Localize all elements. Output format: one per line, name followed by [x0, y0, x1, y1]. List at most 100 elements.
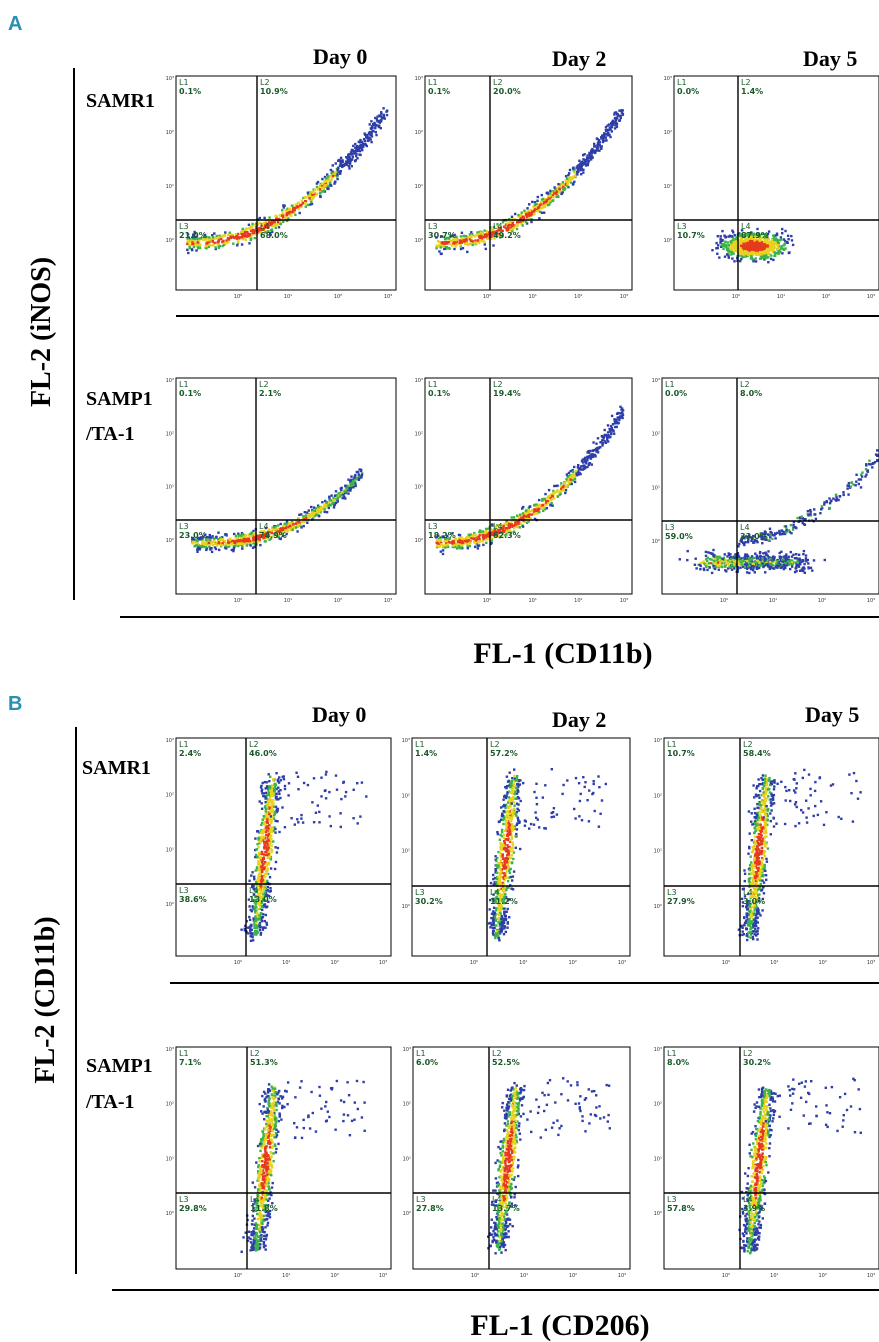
data-point [269, 867, 273, 870]
data-point [334, 490, 338, 493]
data-point [580, 173, 583, 176]
data-point [323, 175, 327, 179]
data-point [445, 247, 448, 250]
data-point [752, 534, 755, 538]
data-point [254, 887, 258, 890]
data-point [726, 562, 729, 565]
data-point [744, 253, 747, 257]
data-point [310, 200, 313, 204]
data-point [850, 481, 853, 485]
data-point [188, 243, 191, 247]
data-point [768, 557, 772, 560]
data-point [802, 553, 805, 556]
data-point [709, 551, 712, 555]
data-point [779, 566, 782, 570]
data-point [254, 224, 257, 227]
data-point [274, 831, 277, 834]
data-point [807, 567, 810, 570]
data-point [527, 515, 531, 518]
data-point [290, 204, 294, 207]
data-point [794, 561, 797, 564]
data-point [332, 496, 335, 499]
data-point [542, 203, 546, 206]
data-point [255, 232, 258, 236]
data-point [295, 771, 298, 774]
data-point [782, 555, 785, 558]
quadrant-label: L1 [179, 380, 189, 389]
data-point [466, 250, 469, 254]
data-point [610, 124, 613, 127]
data-point [312, 821, 316, 824]
data-point [740, 242, 743, 246]
data-point [333, 174, 336, 177]
data-point [544, 203, 547, 206]
data-point [781, 560, 784, 563]
data-point [450, 240, 453, 243]
data-point [752, 562, 755, 566]
quadrant-label: L3 [428, 222, 438, 231]
row-label-a-ta1: /TA-1 [85, 423, 135, 445]
data-point [485, 231, 489, 234]
data-point [435, 236, 438, 239]
data-point [220, 235, 223, 238]
data-point [867, 462, 871, 466]
data-point [235, 542, 238, 546]
data-point [607, 435, 610, 438]
data-point [722, 244, 725, 248]
data-point [333, 494, 337, 497]
data-point [454, 537, 458, 541]
data-point [221, 538, 224, 541]
data-point [236, 244, 239, 247]
data-point [271, 802, 274, 805]
data-point [257, 896, 260, 899]
data-point [359, 144, 363, 147]
data-point [292, 209, 295, 212]
data-point [319, 506, 323, 510]
data-point [517, 516, 520, 519]
data-point [523, 209, 526, 212]
data-point [764, 538, 767, 541]
data-point [686, 558, 689, 562]
data-point [563, 188, 567, 191]
data-point [324, 184, 327, 187]
data-point [785, 557, 789, 561]
data-point [565, 177, 569, 180]
data-point [246, 926, 250, 929]
data-point [724, 559, 727, 563]
data-point [283, 784, 287, 788]
data-point [769, 533, 772, 536]
data-point [754, 562, 757, 566]
data-point [738, 233, 741, 236]
data-point [586, 459, 589, 462]
data-point [268, 538, 271, 541]
data-point [253, 875, 256, 878]
data-point [337, 496, 340, 499]
data-point [567, 471, 571, 475]
data-point [762, 241, 766, 244]
data-point [283, 204, 286, 207]
data-point [251, 232, 254, 235]
data-point [435, 539, 439, 542]
data-point [478, 241, 481, 245]
data-point [479, 530, 483, 534]
data-point [224, 545, 227, 548]
data-point [275, 851, 279, 854]
data-point [230, 233, 233, 236]
data-point [365, 135, 368, 138]
data-point [240, 243, 244, 246]
data-point [473, 531, 476, 535]
data-point [490, 541, 493, 545]
data-point [742, 560, 745, 563]
data-point [238, 534, 241, 537]
data-point [210, 244, 213, 247]
data-point [207, 245, 210, 249]
data-point [355, 476, 359, 480]
data-point [269, 222, 272, 225]
data-point [790, 561, 793, 564]
data-point [572, 175, 575, 178]
data-point [595, 450, 598, 453]
data-point [758, 235, 761, 238]
data-point [247, 227, 251, 230]
data-point [451, 532, 454, 535]
y-tick-label: 10² [166, 431, 174, 437]
